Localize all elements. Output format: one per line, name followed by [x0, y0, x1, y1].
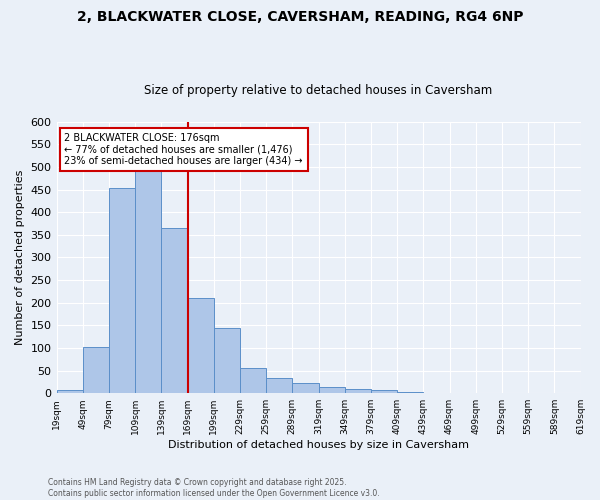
Bar — [292, 383, 319, 393]
Bar — [161, 228, 188, 393]
Bar — [397, 392, 424, 393]
Text: 2 BLACKWATER CLOSE: 176sqm
← 77% of detached houses are smaller (1,476)
23% of s: 2 BLACKWATER CLOSE: 176sqm ← 77% of deta… — [64, 133, 303, 166]
Bar — [83, 346, 109, 393]
Bar — [109, 188, 135, 393]
Bar — [266, 378, 292, 393]
Text: Contains HM Land Registry data © Crown copyright and database right 2025.
Contai: Contains HM Land Registry data © Crown c… — [48, 478, 380, 498]
Title: Size of property relative to detached houses in Caversham: Size of property relative to detached ho… — [145, 84, 493, 97]
Text: 2, BLACKWATER CLOSE, CAVERSHAM, READING, RG4 6NP: 2, BLACKWATER CLOSE, CAVERSHAM, READING,… — [77, 10, 523, 24]
Bar — [188, 298, 214, 393]
Y-axis label: Number of detached properties: Number of detached properties — [15, 170, 25, 345]
Bar — [214, 328, 240, 393]
Bar — [319, 388, 345, 393]
Bar — [345, 388, 371, 393]
Bar — [56, 390, 83, 393]
Bar — [371, 390, 397, 393]
X-axis label: Distribution of detached houses by size in Caversham: Distribution of detached houses by size … — [168, 440, 469, 450]
Bar — [240, 368, 266, 393]
Bar — [135, 169, 161, 393]
